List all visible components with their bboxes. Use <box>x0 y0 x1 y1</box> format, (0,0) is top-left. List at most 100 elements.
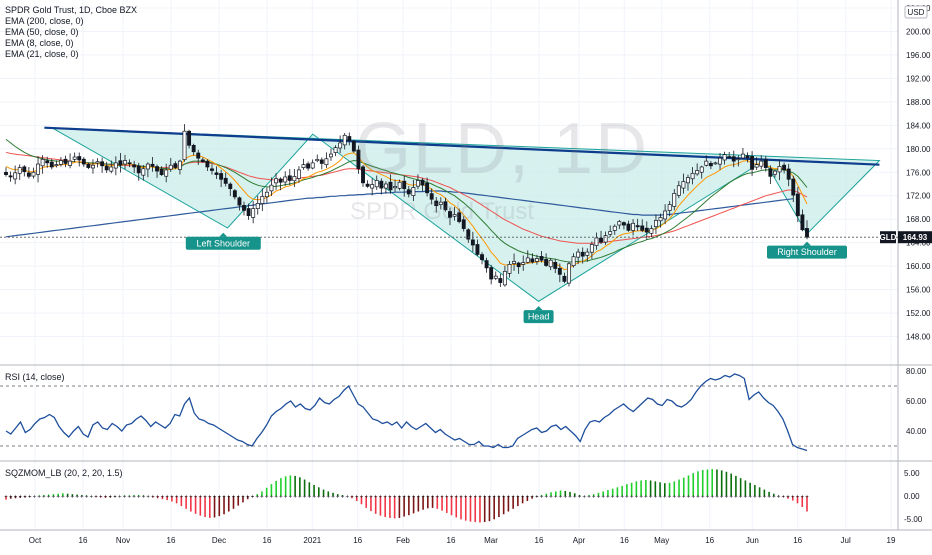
sqz-cross: + <box>123 495 127 501</box>
candle-body <box>17 167 22 174</box>
time-tick-label: 16 <box>447 536 456 545</box>
sqz-cross: + <box>341 495 345 501</box>
sqz-cross: + <box>303 495 307 501</box>
candle-body <box>264 191 269 198</box>
candle-body <box>626 223 631 231</box>
candle-body <box>338 142 343 149</box>
candle-body <box>8 175 13 178</box>
pattern-label-text: Left Shoulder <box>197 238 251 248</box>
sqz-cross: + <box>80 495 84 501</box>
sqz-cross: + <box>654 495 658 501</box>
pattern-label-text: Head <box>528 312 550 322</box>
currency-box <box>904 5 928 19</box>
pattern-label: Left Shoulder <box>185 232 261 250</box>
candle-body <box>36 163 40 175</box>
sqz-cross: + <box>805 495 809 501</box>
candle-body <box>223 177 228 184</box>
candle-body <box>168 164 173 170</box>
price-tick-label: 156.00 <box>906 286 931 295</box>
sqz-cross: + <box>279 495 283 501</box>
candle-body <box>557 267 562 275</box>
sqz-cross: + <box>568 495 572 501</box>
sqz-cross: + <box>379 495 383 501</box>
candle-body <box>77 156 82 161</box>
sqz-cross: + <box>635 495 639 501</box>
candle-body <box>736 158 741 161</box>
candle-body <box>379 180 384 189</box>
sqz-cross: + <box>601 495 605 501</box>
candle-body <box>182 130 187 160</box>
legend-ema50[interactable]: EMA (50, close, 0) <box>5 27 79 37</box>
candle-body <box>388 181 393 191</box>
sqz-cross: + <box>473 495 477 501</box>
sqz-cross: + <box>236 495 240 501</box>
candles-layer <box>4 124 809 287</box>
candle-body <box>406 189 411 195</box>
candle-body <box>242 205 246 211</box>
sqz-cross: + <box>298 495 302 501</box>
candle-body <box>754 164 759 168</box>
time-tick-label: 16 <box>263 536 272 545</box>
sqz-cross: + <box>331 495 335 501</box>
candle-body <box>489 267 494 280</box>
candle-body <box>296 169 301 179</box>
candle-body <box>361 166 365 184</box>
sqz-cross: + <box>464 495 468 501</box>
sqz-cross: + <box>668 495 672 501</box>
candle-body <box>278 178 283 183</box>
candle-body <box>576 251 581 258</box>
sqz-label[interactable]: SQZMOM_LB (20, 2, 20, 1.5) <box>5 468 123 478</box>
legend-title[interactable]: SPDR Gold Trust, 1D, Cboe BZX <box>5 5 138 15</box>
candle-body <box>695 170 700 175</box>
candle-body <box>585 251 590 256</box>
sqz-cross: + <box>218 495 222 501</box>
sqz-cross: + <box>99 495 103 501</box>
rsi-label[interactable]: RSI (14, close) <box>5 372 65 382</box>
time-tick-label: 16 <box>620 536 629 545</box>
sqz-cross: + <box>71 495 75 501</box>
sqz-cross: + <box>208 495 212 501</box>
sqz-cross: + <box>113 495 117 501</box>
price-tick-label: 196.00 <box>906 51 931 60</box>
sqz-cross: + <box>796 495 800 501</box>
candle-body <box>383 183 388 189</box>
candle-body <box>580 251 585 257</box>
candle-body <box>571 256 576 266</box>
candle-body <box>594 237 599 246</box>
time-tick-label: 16 <box>353 536 362 545</box>
sqz-cross: + <box>407 495 411 501</box>
time-tick-label: Jun <box>746 536 759 545</box>
sqz-cross: + <box>545 495 549 501</box>
candle-body <box>4 171 8 175</box>
candle-body <box>214 172 219 175</box>
candle-body <box>640 225 645 231</box>
legend-ema21[interactable]: EMA (21, close, 0) <box>5 49 79 59</box>
candle-body <box>109 166 114 172</box>
candle-body <box>113 162 118 169</box>
candle-body <box>237 197 242 206</box>
sqz-cross: + <box>630 495 634 501</box>
candle-body <box>177 160 182 170</box>
time-tick-label: Nov <box>116 536 130 545</box>
candle-body <box>301 164 306 168</box>
time-tick-label: 16 <box>167 536 176 545</box>
candle-body <box>672 193 677 207</box>
legend-ema8[interactable]: EMA (8, close, 0) <box>5 38 74 48</box>
sqz-cross: + <box>137 495 141 501</box>
price-legend: SPDR Gold Trust, 1D, Cboe BZX EMA (200, … <box>5 5 137 60</box>
sqz-cross: + <box>772 495 776 501</box>
legend-ema200[interactable]: EMA (200, close, 0) <box>5 16 84 26</box>
candle-body <box>54 164 59 166</box>
currency-label: USD <box>908 8 925 17</box>
candle-body <box>26 172 31 177</box>
candle-body <box>461 219 466 229</box>
sqz-cross: + <box>355 495 359 501</box>
sqz-cross: + <box>14 495 18 501</box>
sqz-cross: + <box>270 495 274 501</box>
candle-body <box>525 257 530 263</box>
candle-body <box>686 177 690 184</box>
price-tick-label: 200.00 <box>906 27 931 36</box>
sqz-cross: + <box>374 495 378 501</box>
candle-body <box>136 165 141 174</box>
